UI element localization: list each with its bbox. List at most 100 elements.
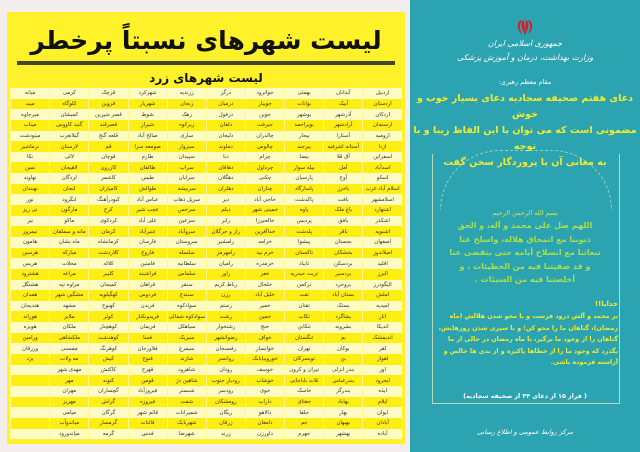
table-row: اصلاندوز بخشکان تاکستان خرم بید رامهرمز سلسله… [9,247,402,259]
city-cell: بردسکن [323,258,363,269]
city-cell: خوسف [244,364,285,376]
city-cell: ارسنجان [362,119,402,131]
table-row: ایلام بهاباد جغتای داراب رومشکان شفت فیروزه گرا… [9,396,402,408]
table-row: اردکان آذرشهر بوشهر جوین دزفول زهک شوط قصر شیری… [9,109,402,120]
city-cell: فلاورجان [127,343,168,355]
city-cell: پاکدشت [284,194,324,206]
city-cell: اقلید [362,258,402,269]
city-cell: گچساران [88,385,129,397]
city-cell: مهر [49,375,89,386]
translation-line: بگذرد که وجود ما را از خطاها پاکیزه و از… [443,347,618,355]
city-cell: الیگودرز [362,279,402,291]
city-cell: میانه [9,88,50,99]
city-cell: شبستر [166,385,207,397]
ornament-frame [432,154,620,404]
table-row: اشکذر بافق پردیس خالخیرزا رابر سرعین علی آباد ک… [9,215,402,227]
city-cell: ازنا [362,141,402,152]
city-cell: فریدن [127,300,168,312]
city-cell: آق قلا [323,151,363,163]
table-row: اشتهارد باغ ملک پاوه خمینی شهر دیلم سرخس عجب ش… [9,205,402,216]
city-cell: صالح آباد [127,130,168,142]
city-cell: فریدونکنار [127,311,168,323]
city-cell: خنج [244,322,285,333]
arabic-line: أخلصتنا فیه من السیئات . [474,275,576,284]
city-cell: ممسنی [49,343,89,355]
city-cell: فراهان [127,279,168,291]
city-cell: جهرم [284,428,324,440]
city-cell: راور [205,268,246,280]
city-cell: اردبیل [362,88,402,99]
city-cell: رابر [205,215,246,227]
city-cell: فسا [127,332,168,344]
city-cell: بهاباد [323,396,363,408]
arabic-line: اللهم صل علی محمد و آله، و الحق [457,221,593,230]
city-cell: رودان [205,364,246,376]
city-cell: کلیبر [88,268,129,280]
city-cell: سوادکوه شمالی [166,311,207,323]
city-cell: تنکابن [284,322,324,333]
city-cell: گرگان [88,407,129,418]
city-cell: دالاهو [244,407,285,418]
city-cell: بافت [323,194,363,206]
city-cell: رضوانشهر [205,332,246,344]
city-cell: خداآفرین [244,226,285,237]
table-row: اقلید بردسکن تایباد خرمدره رامیان سلطانیه فامن… [9,258,402,269]
city-cell: فریمان [127,322,168,333]
city-cell: سربیشه [166,183,207,195]
city-cell [9,428,50,440]
table-row: ازنا آستانه اشرفیه بیرجند چالوس دماوند سبزوار… [9,141,402,152]
city-cell: رستم [205,300,246,312]
city-cell: اشنویه [362,226,402,237]
city-cell: کاشمر [88,173,129,184]
city-cell: مهریز [49,396,89,408]
table-row: اسلام آباد غرب باخرز پاسارگاد چناران دهلران س… [9,183,402,195]
city-cell: تاکستان [284,247,324,259]
table-row: ایوان بهار جلفا دالاهو ریگان شمیرانات قائم شهر… [9,407,402,418]
city-cell: خرم بید [244,247,285,259]
city-cell: جم [284,417,324,429]
city-cell: کبودرآهنگ [88,194,129,206]
table-row: آبادان بهبهان جم دامغان زرقان شهربابک قائنات گر… [9,417,402,429]
city-cell: هامون [9,236,50,248]
city-cell: ایجرود [362,375,402,386]
prayer-panel: جمهوری اسلامی ایران وزارت بهداشت، درمان … [410,0,640,452]
city-cell: ثلاث باباجانی [284,375,324,386]
city-cell: شهربابک [166,417,207,429]
city-cell: میاندورود [49,428,89,440]
city-cell [9,396,50,408]
city-cell: آذرشهر [323,109,363,120]
city-cell: بیضا [284,151,324,163]
city-cell: بروجرد [323,279,363,291]
city-cell: بستان آباد [323,290,363,301]
city-cell: نی ریز [9,205,50,216]
leader-quote: دعای هفتم صحیفه سجادیه دعای بسیار خوب و … [410,91,640,171]
city-cell: کتوند [88,375,129,386]
city-cell: بیرجند [284,141,324,152]
city-cell: قومن [127,375,168,386]
city-cell: ماه نشان [49,236,89,248]
city-cell: رودسر [205,385,246,397]
city-cell: میرجاوه [9,109,50,120]
prayer-source: ( فراز ۱۵ از دعای ۴۴ از صحیفه سجادیه) [463,393,587,400]
city-cell: گرمه [88,428,129,440]
quote-line: مضمونی است که می توان با این الفاظ زیبا … [413,125,637,152]
prayer-translation: بر محمد و آلش درود فرست و با محو شدن هلا… [432,311,619,369]
city-cell: بشاگرد [323,311,363,323]
city-cell: بهشهر [323,428,363,440]
header-country: جمهوری اسلامی ایران [487,39,563,48]
city-cell: تایباد [284,258,324,269]
city-cell: قم [88,141,129,152]
table-row: اوز بندر انزلی تیران و کرون خوسف رودان شاهرود… [9,364,402,376]
city-cell: قلعه گنج [88,130,129,142]
table-row: امیدیه بستک تفتان خمیر رستم سوادکوه فریدن کهنوج… [9,300,402,312]
translation-line: بر محمد و آلش درود فرست و با محو شدن هلا… [449,313,618,320]
city-cell: بیجار [284,130,324,142]
city-cell: خرامه [244,236,285,248]
city-cell: ماکو [49,215,89,227]
city-cell: عباس آباد [127,194,168,206]
city-cell: نهبندان [9,183,50,195]
city-cell: نیمروز [9,226,50,237]
city-cell: لنگرود [49,194,89,206]
city-cell: گراش [88,396,129,408]
city-cell: جوین [244,109,285,120]
